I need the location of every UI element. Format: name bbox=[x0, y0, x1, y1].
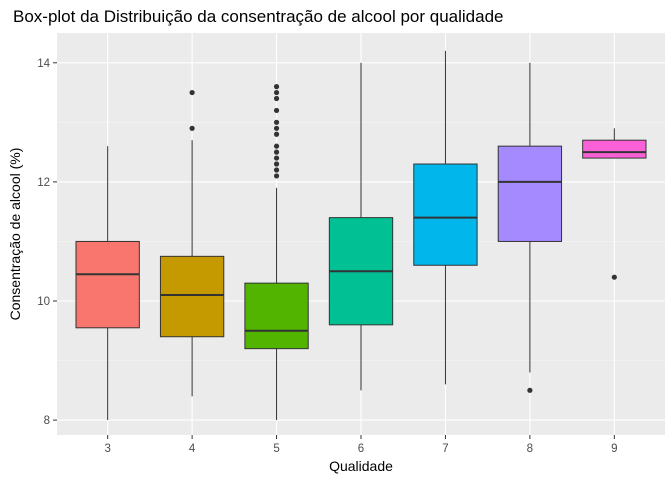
box-body bbox=[582, 139, 647, 159]
y-axis: 8 10 12 14 bbox=[37, 58, 57, 427]
outlier-point bbox=[273, 107, 280, 114]
y-tick-label: 12 bbox=[37, 177, 50, 189]
box-body bbox=[159, 255, 225, 338]
box-body bbox=[244, 282, 309, 350]
x-tick-label: 6 bbox=[358, 443, 364, 455]
box-body bbox=[413, 163, 478, 266]
x-axis: 3 4 5 6 7 8 9 bbox=[104, 435, 618, 455]
box-5 bbox=[244, 84, 309, 421]
box-body bbox=[75, 240, 140, 329]
outlier-point bbox=[189, 125, 195, 131]
box-9 bbox=[582, 128, 647, 280]
outlier-point bbox=[273, 173, 280, 179]
outlier-point bbox=[273, 89, 280, 96]
x-tick-label: 8 bbox=[527, 443, 533, 455]
y-tick-label: 14 bbox=[37, 58, 50, 70]
box-3 bbox=[75, 146, 140, 421]
outlier-point bbox=[273, 143, 280, 149]
x-tick-label: 7 bbox=[442, 443, 448, 455]
outlier-point bbox=[611, 274, 617, 280]
boxes bbox=[75, 50, 647, 421]
outlier-point bbox=[273, 161, 280, 167]
box-4 bbox=[159, 89, 225, 397]
outlier-point bbox=[527, 387, 533, 393]
chart-title: Box-plot da Distribuição da consentração… bbox=[13, 7, 503, 26]
outlier-point bbox=[273, 149, 280, 155]
x-tick-label: 4 bbox=[189, 443, 196, 455]
outlier-point bbox=[273, 167, 280, 173]
box-6 bbox=[328, 62, 394, 391]
outlier-point bbox=[273, 119, 280, 125]
outlier-point bbox=[273, 95, 280, 102]
outlier-point bbox=[273, 84, 280, 90]
box-body bbox=[497, 145, 563, 242]
y-tick-label: 10 bbox=[37, 296, 50, 308]
outlier-point bbox=[273, 155, 280, 161]
x-tick-label: 3 bbox=[104, 443, 110, 455]
box-8 bbox=[497, 62, 563, 393]
box-7 bbox=[413, 50, 478, 385]
outlier-point bbox=[273, 131, 280, 137]
y-tick-label: 8 bbox=[44, 415, 50, 427]
y-axis-title: Consentração de alcool (%) bbox=[7, 148, 23, 321]
x-axis-title: Qualidade bbox=[329, 458, 393, 474]
outlier-point bbox=[273, 125, 280, 131]
x-tick-label: 5 bbox=[273, 443, 279, 455]
outlier-point bbox=[189, 89, 195, 96]
x-tick-label: 9 bbox=[611, 443, 617, 455]
